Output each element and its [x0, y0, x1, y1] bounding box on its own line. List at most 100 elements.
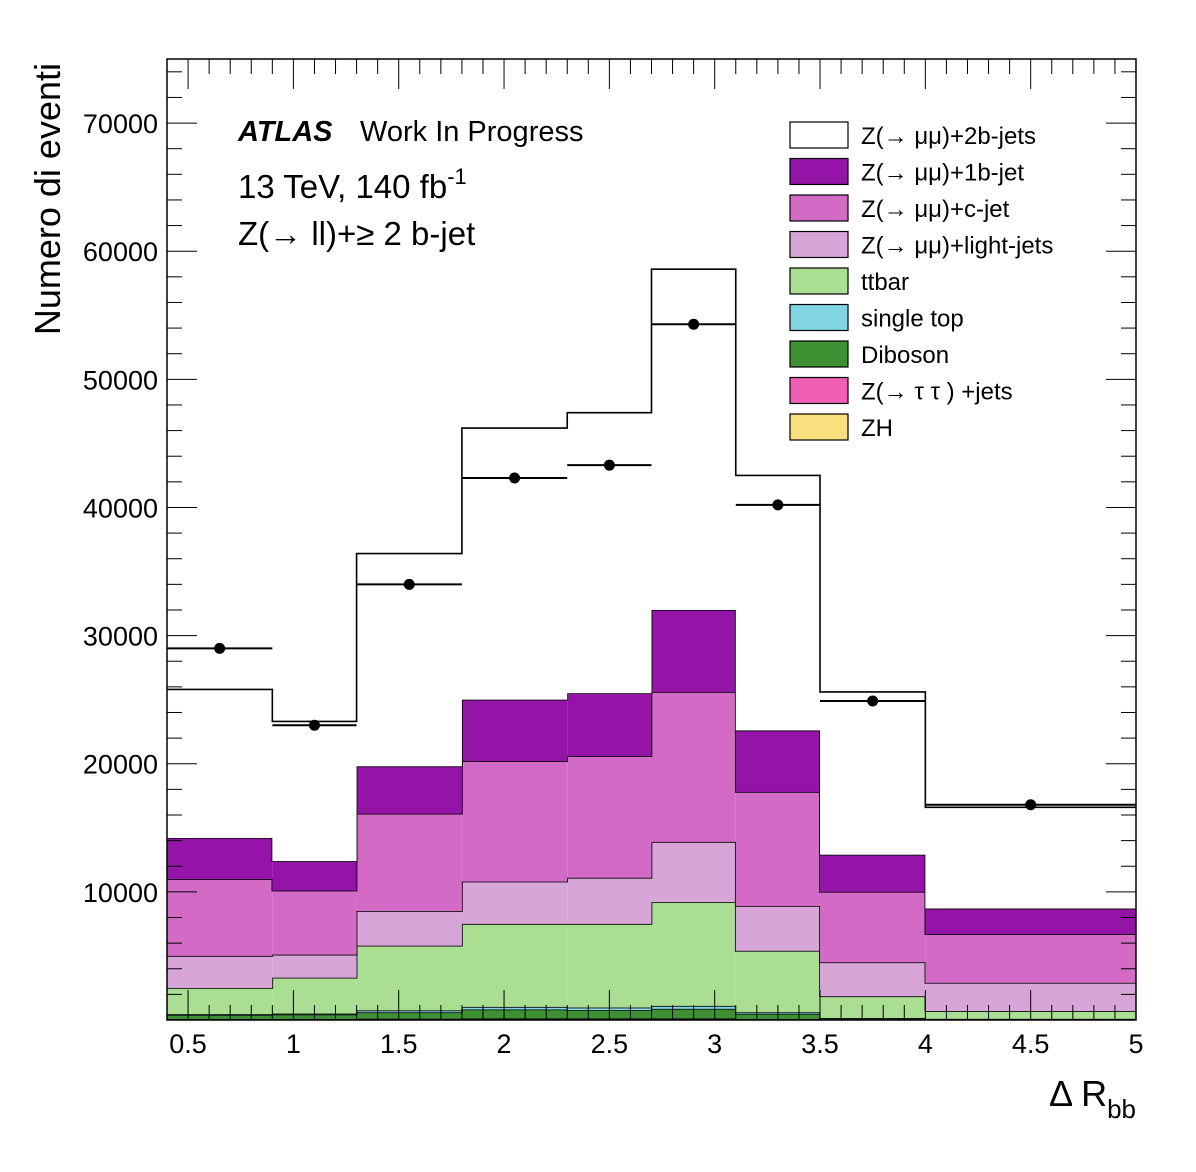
legend-swatch — [789, 267, 849, 295]
atlas-label: ATLAS — [237, 116, 333, 148]
bar-segment — [567, 412, 652, 694]
bar-segment — [167, 1015, 273, 1019]
bar-segment — [272, 954, 357, 978]
legend-item: single top — [789, 303, 964, 333]
bar-segment — [651, 691, 736, 842]
y-tick-label: 70000 — [83, 109, 158, 139]
bar-segment — [167, 955, 273, 988]
bar-segment — [567, 693, 652, 757]
x-tick-label: 4.5 — [1012, 1029, 1050, 1059]
bar-segment — [820, 962, 926, 997]
y-tick-label: 60000 — [83, 237, 158, 267]
plot-frame — [166, 58, 1137, 1021]
bar-segment — [735, 905, 821, 951]
legend-label: Z(→ μμ)+c-jet — [861, 196, 1010, 223]
bar-segment — [272, 721, 357, 862]
bar-segment — [356, 945, 462, 1011]
bar-segment — [272, 890, 357, 955]
legend-item: Z(→ μμ)+2b-jets — [789, 121, 1036, 150]
bar-segment — [356, 1010, 462, 1013]
bar-segment — [735, 730, 821, 792]
legend-label: Z(→ μμ)+1b-jet — [861, 160, 1024, 187]
lumi-label-sup: -1 — [447, 164, 467, 189]
data-points — [167, 318, 1136, 811]
series-8 — [167, 268, 1136, 909]
bar-segment — [651, 841, 736, 903]
legend: Z(→ μμ)+2b-jets Z(→ μμ)+1b-jet Z(→ μμ)+c-j… — [789, 121, 1053, 442]
legend-item: Z(→ μμ)+1b-jet — [789, 157, 1024, 187]
bar-segment — [651, 902, 736, 1006]
legend-label: Z(→ τ τ ) +jets — [861, 379, 1013, 406]
bar-segment — [820, 996, 926, 1019]
bar-segment — [461, 1006, 568, 1010]
legend-item: ZH — [789, 413, 893, 442]
legend-label: Diboson — [861, 342, 949, 369]
bar-segment — [820, 854, 926, 892]
data-point — [1025, 799, 1037, 811]
legend-label: ttbar — [861, 269, 909, 296]
status-label: Work In Progress — [360, 116, 583, 148]
bar-segment — [820, 691, 926, 855]
y-tick-label: 50000 — [83, 365, 158, 395]
legend-item: ttbar — [789, 267, 909, 296]
legend-item: Z(→ μμ)+c-jet — [789, 194, 1010, 223]
x-axis-label-sub: bb — [1107, 1094, 1136, 1124]
data-point — [214, 642, 226, 654]
legend-swatch — [789, 230, 849, 259]
y-tick-label: 20000 — [83, 750, 158, 780]
selection-label: Z(→ ll)+≥ 2 b-jet — [238, 215, 475, 252]
x-axis-label-main: Δ R — [1049, 1073, 1107, 1114]
series-7 — [167, 609, 1136, 935]
x-tick-label: 1 — [286, 1029, 301, 1059]
legend-item: Z(→ μμ)+light-jets — [789, 230, 1053, 260]
legend-label: ZH — [861, 415, 893, 442]
legend-swatch — [789, 303, 849, 332]
bar-segment — [167, 987, 273, 1015]
bar-segment — [356, 813, 462, 912]
legend-swatch — [789, 340, 849, 368]
x-tick-label: 3 — [707, 1029, 722, 1059]
x-tick-label: 3.5 — [801, 1029, 839, 1059]
bar-segment — [356, 1012, 462, 1019]
bar-segment — [820, 891, 926, 963]
legend-label: Z(→ μμ)+2b-jets — [861, 123, 1036, 150]
x-tick-label: 4 — [918, 1029, 933, 1059]
bar-segment — [461, 428, 568, 700]
data-point — [772, 499, 784, 511]
bar-segment — [167, 838, 273, 880]
bar-segment — [356, 766, 462, 814]
x-tick-label: 2.5 — [591, 1029, 629, 1059]
x-tick-label: 1.5 — [380, 1029, 418, 1059]
data-point — [403, 578, 415, 590]
bar-segment — [925, 807, 1136, 909]
y-tick-label: 30000 — [83, 622, 158, 652]
x-tick-label: 2 — [497, 1029, 512, 1059]
y-tick-label: 10000 — [83, 878, 158, 908]
legend-swatch — [789, 121, 849, 149]
bar-segment — [461, 699, 568, 762]
bar-segment — [356, 911, 462, 946]
legend-swatch — [789, 194, 849, 222]
bar-segment — [461, 881, 568, 924]
data-point — [688, 318, 700, 330]
bar-segment — [461, 923, 568, 1007]
bar-segment — [735, 475, 821, 731]
legend-label: single top — [861, 306, 964, 333]
data-point — [867, 695, 879, 707]
legend-label: Z(→ μμ)+light-jets — [861, 233, 1053, 260]
series-4 — [167, 901, 1136, 1019]
x-tick-label: 0.5 — [169, 1029, 207, 1059]
bar-segment — [567, 756, 652, 878]
bar-segment — [272, 861, 357, 891]
legend-swatch — [789, 413, 849, 441]
series-6 — [167, 691, 1136, 983]
bar-segment — [167, 879, 273, 956]
series-outline — [167, 268, 1136, 809]
x-axis-label: Δ Rbb — [1049, 1073, 1136, 1124]
bar-segment — [925, 908, 1136, 935]
legend-item: Diboson — [789, 340, 949, 369]
lumi-label: 13 TeV, 140 fb-1 — [238, 164, 467, 205]
bar-segment — [735, 950, 821, 1013]
legend-swatch — [789, 376, 849, 405]
